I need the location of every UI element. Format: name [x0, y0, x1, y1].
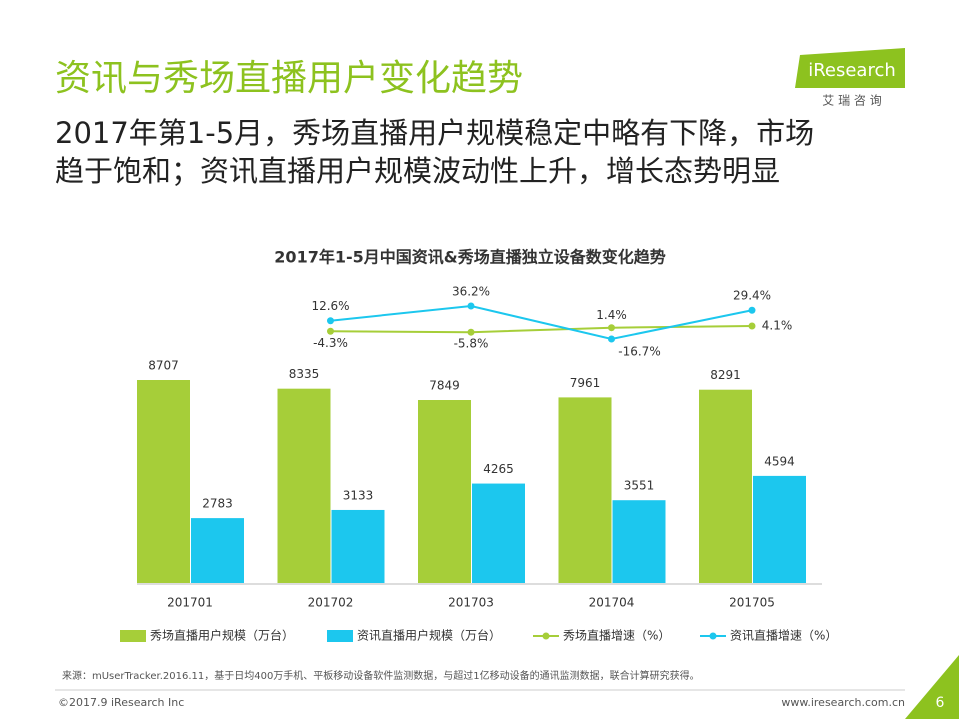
legend-dot [709, 632, 717, 640]
page-number: 6 [936, 695, 945, 711]
line-point [748, 322, 756, 330]
bar-label: 3551 [624, 479, 655, 493]
legend-label: 秀场直播用户规模（万台） [150, 628, 294, 643]
bar-label: 2783 [202, 497, 233, 511]
x-tick-label: 201701 [167, 596, 213, 610]
bar [191, 518, 244, 583]
line-label: -4.3% [313, 336, 348, 350]
logo-cn: 艾 瑞 咨 询 [822, 93, 881, 108]
line-point [608, 324, 615, 332]
bar [558, 397, 612, 583]
line-point [327, 327, 334, 335]
logo-shape [795, 48, 905, 88]
legend-swatch [120, 630, 146, 642]
bar-label: 8291 [710, 368, 741, 382]
bar-label: 3133 [343, 488, 374, 502]
line-label: 12.6% [311, 299, 349, 313]
legend-dot [542, 632, 550, 640]
x-tick-label: 201704 [589, 596, 635, 610]
line-point [327, 317, 334, 325]
x-tick-label: 201705 [729, 596, 775, 610]
bar-label: 7961 [570, 376, 601, 390]
legend-label: 秀场直播增速（%） [563, 629, 670, 643]
subtitle: 趋于饱和；资讯直播用户规模波动性上升，增长态势明显 [55, 154, 780, 188]
bar-label: 4265 [483, 462, 514, 476]
bar [418, 400, 471, 583]
legend-label: 资讯直播用户规模（万台） [357, 628, 501, 643]
bar [753, 475, 806, 583]
line-point [748, 306, 756, 314]
line [330, 304, 753, 341]
x-tick-label: 201702 [308, 596, 354, 610]
page-corner [905, 655, 959, 719]
line-label: 29.4% [733, 289, 771, 303]
line-label: -16.7% [618, 345, 660, 359]
copyright: ©2017.9 iResearch Inc [58, 696, 184, 709]
line-label: -5.8% [454, 337, 489, 351]
legend-swatch [327, 630, 353, 642]
line-point [608, 335, 615, 343]
bar [277, 388, 331, 583]
logo-name: iResearch [808, 60, 896, 81]
line [330, 325, 753, 334]
bar-label: 4594 [764, 454, 795, 468]
legend-label: 资讯直播增速（%） [730, 629, 837, 643]
chart-title: 2017年1-5月中国资讯&秀场直播独立设备数变化趋势 [274, 248, 665, 267]
line-label: 1.4% [596, 308, 627, 322]
bar-label: 8707 [148, 359, 179, 373]
x-tick-label: 201703 [448, 596, 494, 610]
bar [612, 500, 666, 583]
line-point [467, 328, 475, 336]
line-point [467, 302, 475, 310]
line-label: 36.2% [452, 285, 490, 299]
bar [331, 509, 385, 583]
subtitle: 2017年第1-5月，秀场直播用户规模稳定中略有下降，市场 [55, 116, 814, 150]
bar-label: 7849 [429, 379, 460, 393]
bar [472, 483, 525, 583]
slide-title: 资讯与秀场直播用户变化趋势 [55, 58, 523, 99]
url: www.iresearch.com.cn [781, 696, 905, 709]
bar [137, 380, 190, 583]
line-label: 4.1% [762, 319, 793, 333]
bar-label: 8335 [289, 367, 320, 381]
bar [699, 389, 752, 583]
source: 来源：mUserTracker.2016.11，基于日均400万手机、平板移动设… [62, 669, 700, 682]
